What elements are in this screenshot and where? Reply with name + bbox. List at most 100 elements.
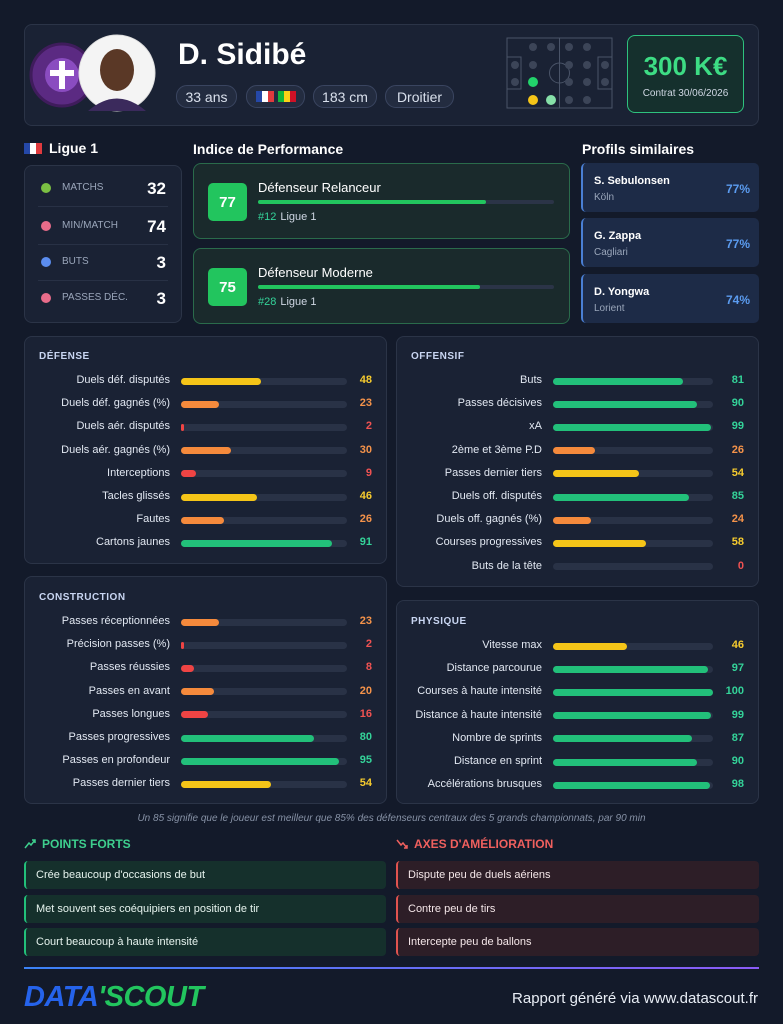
bar-track (553, 377, 713, 385)
stat-separator (38, 280, 168, 281)
bar (553, 516, 592, 524)
similar-card: D. Yongwa Lorient 74% (581, 274, 759, 323)
row-value: 54 (731, 466, 744, 479)
player-face (100, 49, 134, 91)
section-title: DÉFENSE (39, 351, 90, 362)
position-secondary (528, 95, 538, 105)
bar (553, 539, 646, 547)
bar (181, 493, 258, 501)
similar-club: Cagliari (594, 247, 628, 258)
row-label: Passes dernier tiers (72, 777, 170, 790)
bar (553, 758, 697, 766)
row-label: Passes longues (92, 707, 170, 720)
stat-icon (41, 183, 51, 193)
similarity: 77% (725, 182, 750, 196)
stat-label: BUTS (62, 256, 89, 267)
row-label: Tacles glissés (102, 490, 170, 502)
player-name: D. Sidibé (178, 38, 307, 71)
bar-track (553, 516, 713, 524)
bar (181, 516, 225, 524)
brand-logo: DATA'SCOUT (24, 981, 204, 1014)
rank-league: Ligue 1 (280, 211, 317, 223)
brand-part: DATA (24, 981, 99, 1013)
rank: #28 (258, 296, 277, 308)
similar-name: D. Yongwa (594, 286, 650, 298)
bar (181, 734, 314, 742)
row-value: 80 (359, 731, 372, 743)
row-value: 100 (725, 685, 744, 698)
row-value: 26 (359, 513, 372, 526)
row-value: 85 (731, 490, 744, 502)
bar (553, 665, 709, 673)
bar-track (181, 734, 347, 742)
pitch-box (597, 56, 613, 90)
section-card: OFFENSIF Buts 81 Passes décisives 90 xA 99 2ème… (396, 336, 759, 587)
bar (181, 780, 271, 788)
score-bar (258, 200, 486, 204)
row-value: 46 (731, 639, 744, 651)
row-label: Distance en sprint (453, 755, 542, 767)
row-value: 98 (731, 778, 744, 791)
footnote: Un 85 signifie que le joueur est meilleu… (137, 813, 646, 824)
row-label: Cartons jaunes (96, 536, 170, 549)
row-label: Duels aér. disputés (76, 420, 170, 433)
row-label: Passes décisives (457, 397, 542, 410)
bar-track (553, 642, 713, 650)
row-value: 81 (731, 374, 744, 386)
bar (181, 711, 208, 719)
stat-icon (41, 293, 51, 303)
bar-track (181, 516, 347, 524)
row-label: Duels déf. gagnés (%) (61, 397, 170, 410)
bar-track (553, 400, 713, 408)
bar-track (553, 688, 713, 696)
row-value: 2 (365, 420, 372, 433)
section-title: PHYSIQUE (411, 616, 467, 627)
bar (553, 377, 683, 385)
bar (181, 400, 220, 408)
row-label: Buts (519, 374, 542, 386)
bar-track (553, 735, 713, 743)
rank-line: #12 Ligue 1 (258, 211, 316, 223)
row-value: 48 (359, 374, 372, 386)
row-label: Passes réceptionnées (61, 615, 170, 627)
score-track (258, 200, 554, 204)
bar-track (181, 641, 347, 649)
row-value: 30 (359, 443, 372, 456)
bar-track (181, 618, 347, 626)
bar-track (181, 400, 347, 408)
score-badge: 77 (208, 183, 247, 221)
row-label: Distance parcourue (446, 662, 542, 675)
row-label: Buts de la tête (471, 559, 542, 572)
row-label: Distance à haute intensité (415, 708, 542, 721)
bar (553, 470, 640, 478)
bar-track (181, 377, 347, 385)
score-badge: 75 (208, 268, 247, 306)
bar-track (553, 470, 713, 478)
tag: 183 cm (313, 85, 377, 108)
club-logo-cross (50, 70, 74, 76)
bar (553, 712, 712, 720)
bar (553, 447, 595, 455)
row-label: Interceptions (107, 466, 170, 479)
market-value: 300 K€ (643, 51, 728, 81)
row-label: Duels off. disputés (451, 490, 542, 502)
row-value: 9 (365, 466, 372, 479)
strength-item: Met souvent ses coéquipiers en position … (24, 895, 386, 923)
flag-france (255, 91, 274, 102)
improvements-heading: AXES D'AMÉLIORATION (396, 837, 553, 851)
row-label: Passes en avant (88, 684, 170, 697)
league-heading: Ligue 1 (24, 140, 98, 156)
pitch-box (506, 56, 522, 90)
bar (181, 423, 185, 431)
bar-track (553, 447, 713, 455)
bar-track (181, 447, 347, 455)
bar (553, 423, 712, 431)
section-card: PHYSIQUE Vitesse max 46 Distance parcourue 9… (396, 600, 759, 804)
row-label: Précision passes (%) (66, 638, 170, 651)
position-pitch (506, 37, 613, 109)
profile-label: Défenseur Relanceur (258, 180, 381, 195)
stat-separator (38, 244, 168, 245)
position-secondary (546, 95, 556, 105)
bar (181, 470, 196, 478)
